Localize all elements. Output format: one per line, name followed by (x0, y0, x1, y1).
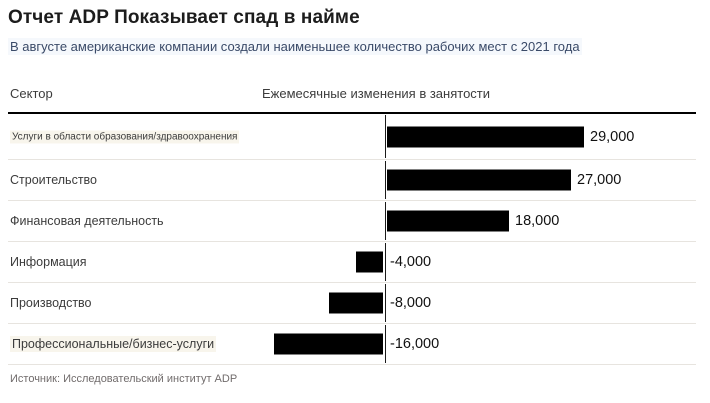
zero-axis-line (385, 325, 386, 363)
sector-label: Производство (10, 296, 92, 310)
zero-axis-line (385, 115, 386, 158)
sector-label: Информация (10, 255, 87, 269)
chart-row: Финансовая деятельность 18,000 (8, 201, 696, 242)
zero-axis-line (385, 243, 386, 281)
value-label: -4,000 (390, 254, 432, 270)
zero-axis-line (385, 284, 386, 322)
chart-row: Профессиональные/бизнес-услуги -16,000 (8, 324, 696, 365)
column-headers: Сектор Ежемесячные изменения в занятости (8, 84, 696, 112)
sector-label: Профессиональные/бизнес-услуги (10, 336, 217, 352)
column-header-change: Ежемесячные изменения в занятости (262, 86, 491, 101)
bar (329, 292, 383, 314)
chart-row: Производство -8,000 (8, 283, 696, 324)
value-label: 27,000 (577, 172, 622, 188)
bar (387, 169, 571, 191)
bar (387, 126, 584, 147)
chart-subtitle: В августе американские компании создали … (8, 38, 582, 55)
source-note: Источник: Исследовательский институт ADP (10, 373, 238, 385)
bar (274, 333, 383, 355)
value-label: -8,000 (390, 295, 432, 311)
chart-row: Информация -4,000 (8, 242, 696, 283)
zero-axis-line (385, 161, 386, 199)
sector-label: Финансовая деятельность (10, 214, 164, 228)
bar (387, 210, 509, 232)
chart-row: Строительство 27,000 (8, 160, 696, 201)
chart-rows: Услуги в области образования/здравоохран… (8, 114, 696, 365)
chart-row: Услуги в области образования/здравоохран… (8, 114, 696, 160)
header-rule (8, 112, 696, 114)
bar (356, 251, 383, 273)
value-label: -16,000 (390, 336, 440, 352)
chart-title: Отчет ADP Показывает спад в найме (8, 7, 360, 28)
value-label: 29,000 (590, 128, 635, 145)
sector-label: Строительство (10, 173, 97, 187)
zero-axis-line (385, 202, 386, 240)
sector-label: Услуги в области образования/здравоохран… (10, 130, 240, 143)
value-label: 18,000 (515, 213, 560, 229)
column-header-sector: Сектор (10, 86, 53, 101)
